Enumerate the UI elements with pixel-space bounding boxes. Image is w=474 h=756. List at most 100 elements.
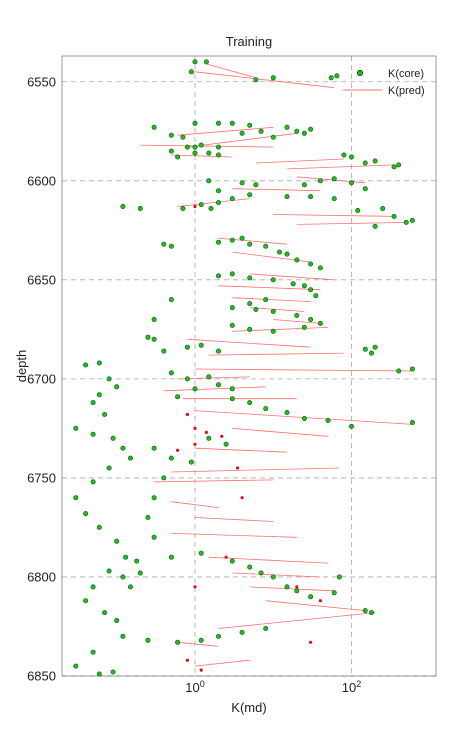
pred-line-segment	[163, 386, 266, 392]
core-point	[290, 281, 296, 287]
core-point	[239, 629, 245, 635]
core-point	[331, 590, 337, 596]
core-point	[168, 297, 174, 303]
red-point	[240, 496, 244, 500]
core-point	[253, 182, 259, 188]
core-point	[294, 128, 300, 134]
pred-line-segment	[255, 158, 344, 164]
pred-line-segment	[206, 63, 257, 79]
core-point	[106, 376, 112, 382]
core-point	[284, 124, 290, 130]
core-point	[317, 265, 323, 271]
core-point	[145, 514, 151, 520]
core-point	[270, 328, 276, 334]
core-point	[409, 217, 415, 223]
core-point	[270, 75, 276, 81]
core-point	[184, 344, 190, 350]
core-point	[229, 237, 235, 243]
core-point	[106, 568, 112, 574]
x-tick-labels: 100 102	[185, 679, 361, 695]
core-point	[73, 663, 79, 669]
grid-layer	[62, 56, 436, 677]
core-point	[120, 574, 126, 580]
pred-line-segment	[177, 126, 274, 136]
red-point	[176, 448, 180, 452]
core-point	[151, 336, 157, 342]
core-point	[151, 445, 157, 451]
pred-line-segment	[171, 501, 219, 508]
core-point	[294, 257, 300, 263]
y-tick-label: 6700	[27, 371, 56, 386]
core-point	[83, 598, 89, 604]
core-point	[331, 196, 337, 202]
red-point	[193, 442, 197, 446]
core-point	[247, 326, 253, 332]
core-point	[168, 148, 174, 154]
pred-line-segment	[232, 188, 321, 192]
pred-series-layer	[140, 63, 413, 667]
core-point	[284, 251, 290, 257]
pred-line-segment	[232, 327, 329, 332]
core-point	[114, 384, 120, 390]
pred-line-segment	[140, 144, 274, 148]
core-point	[294, 312, 300, 318]
core-point	[168, 243, 174, 249]
core-point	[263, 625, 269, 631]
core-point	[188, 459, 194, 465]
red-point	[193, 204, 197, 209]
core-point	[128, 455, 134, 461]
core-point	[216, 152, 222, 158]
core-point	[239, 180, 245, 186]
core-point	[203, 59, 209, 65]
pred-line-segment	[171, 533, 297, 538]
red-point	[318, 599, 322, 603]
chart-title: Training	[226, 34, 272, 49]
core-point	[145, 334, 151, 340]
red-points-layer	[176, 204, 322, 672]
core-point	[137, 570, 143, 576]
red-point	[185, 412, 189, 417]
core-point	[184, 376, 190, 382]
pred-line-segment	[154, 479, 274, 483]
core-point	[229, 322, 235, 328]
core-point	[362, 160, 368, 166]
x-tick-label: 100	[185, 679, 204, 695]
core-point	[83, 511, 89, 517]
core-point	[284, 194, 290, 200]
core-point	[216, 144, 222, 150]
core-point	[208, 206, 214, 212]
pred-line-segment	[194, 368, 413, 372]
core-point	[216, 633, 222, 639]
core-point	[409, 366, 415, 372]
red-point	[193, 585, 197, 589]
core-point	[216, 200, 222, 206]
core-point	[308, 194, 314, 200]
y-tick-label: 6650	[27, 272, 56, 287]
core-point	[348, 154, 354, 160]
core-point	[175, 394, 181, 400]
core-point	[229, 386, 235, 392]
core-point	[198, 202, 204, 208]
core-point	[284, 584, 290, 590]
core-point	[348, 423, 354, 429]
legend-core-label: K(core)	[388, 68, 424, 80]
core-point	[263, 406, 269, 412]
core-point	[192, 59, 198, 65]
core-point	[348, 180, 354, 186]
core-point	[334, 73, 340, 79]
core-point	[192, 120, 198, 126]
core-point	[168, 455, 174, 461]
core-point	[229, 196, 235, 202]
pred-line-segment	[286, 164, 395, 170]
core-point	[301, 324, 307, 330]
core-point	[90, 400, 96, 406]
pred-line-segment	[296, 176, 366, 184]
core-point	[151, 534, 157, 540]
core-point	[263, 243, 269, 249]
plot-frame	[61, 55, 437, 677]
core-point	[308, 316, 314, 322]
core-point	[229, 120, 235, 126]
core-point	[317, 178, 323, 184]
core-point	[247, 192, 253, 198]
pred-line-segment	[232, 428, 329, 437]
